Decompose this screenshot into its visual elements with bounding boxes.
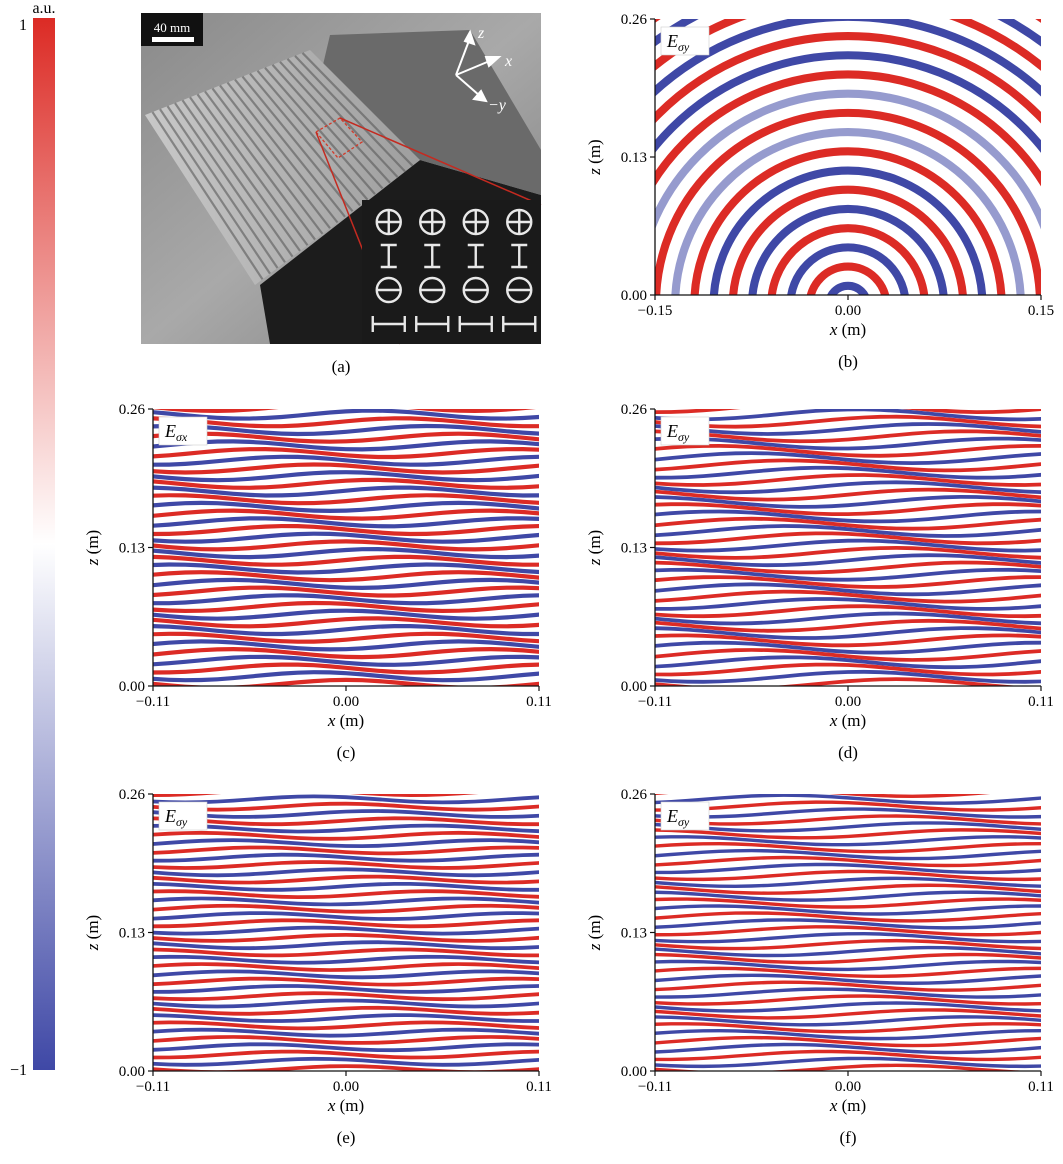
panel-label: (b) [838, 352, 858, 371]
field-map [655, 386, 1041, 691]
x-axis-label: x (m) [829, 1096, 866, 1115]
panel-label-a: (a) [332, 357, 351, 376]
field-map [153, 385, 539, 690]
inset-unit-cell-icon [507, 210, 531, 234]
y-tick-label: 0.00 [119, 1064, 145, 1080]
heatmap-panel-c: 0.000.130.26−0.11 0.00 0.11x (m)z (m)Eσx(c… [83, 385, 552, 762]
x-tick-label: −0.11 [638, 1079, 672, 1095]
y-tick-label: 0.13 [621, 926, 647, 942]
y-tick-label: 0.26 [621, 787, 648, 803]
y-tick-label: 0.00 [621, 679, 647, 695]
y-tick-label: 0.00 [621, 288, 647, 304]
y-tick-label: 0.00 [119, 679, 145, 695]
scale-bar-label: 40 mm [154, 20, 190, 35]
inset-unit-cell-icon [377, 210, 401, 234]
panel-label: (e) [337, 1128, 356, 1147]
x-tick-label: 0.11 [526, 694, 552, 710]
fringe-positive [655, 386, 1041, 400]
x-tick-label: 0.00 [835, 303, 861, 319]
field-map [655, 773, 1041, 1075]
x-tick-label: −0.11 [638, 694, 672, 710]
fringe-positive [655, 773, 1041, 784]
heatmap-panel-e: 0.000.130.26−0.11 0.00 0.11x (m)z (m)Eσy(e… [83, 773, 552, 1147]
inset-unit-cell-icon [464, 210, 488, 234]
y-tick-label: 0.00 [621, 1064, 647, 1080]
inset-unit-cell-icon [420, 210, 444, 234]
fringe-negative [153, 780, 539, 790]
fringe-negative [655, 393, 1041, 407]
panel-a-photo: 40 mm z x −y (a) [141, 13, 541, 376]
x-axis-label: x (m) [829, 320, 866, 339]
y-tick-label: 0.13 [119, 541, 145, 557]
x-tick-label: −0.11 [136, 1079, 170, 1095]
axis-x-label: x [504, 53, 512, 70]
y-axis-label: z (m) [83, 915, 102, 951]
field-map [153, 773, 539, 1074]
x-tick-label: −0.15 [638, 303, 673, 319]
panel-label: (c) [337, 743, 356, 762]
colorbar: a.u. 1 −1 [10, 0, 56, 1079]
heatmap-panel-d: 0.000.130.26−0.11 0.00 0.11x (m)z (m)Eσy(d… [585, 386, 1054, 762]
x-tick-label: 0.00 [835, 1079, 861, 1095]
colorbar-gradient [33, 18, 55, 1070]
fringe-negative [655, 780, 1041, 791]
fringe-negative [153, 393, 539, 405]
colorbar-unit: a.u. [32, 0, 55, 17]
x-tick-label: 0.00 [333, 694, 359, 710]
x-tick-label: 0.00 [333, 1079, 359, 1095]
panel-label: (f) [840, 1128, 857, 1147]
x-axis-label: x (m) [829, 711, 866, 730]
scale-bar-line [152, 37, 194, 42]
y-tick-label: 0.13 [621, 150, 647, 166]
colorbar-min-label: −1 [10, 1062, 27, 1079]
x-axis-label: x (m) [327, 1096, 364, 1115]
y-axis-label: z (m) [585, 530, 604, 566]
x-tick-label: 0.11 [1028, 1079, 1054, 1095]
panel-label: (d) [838, 743, 858, 762]
y-tick-label: 0.26 [119, 402, 146, 418]
x-axis-label: x (m) [327, 711, 364, 730]
y-tick-label: 0.13 [621, 541, 647, 557]
fringe-positive [153, 773, 539, 783]
y-axis-label: z (m) [585, 139, 604, 175]
axis-z-label: z [477, 25, 485, 42]
y-tick-label: 0.13 [119, 926, 145, 942]
x-tick-label: 0.11 [526, 1079, 552, 1095]
y-axis-label: z (m) [585, 915, 604, 951]
y-axis-label: z (m) [83, 530, 102, 566]
axis-y-label: −y [488, 97, 507, 114]
fringe-positive [153, 385, 539, 397]
heatmap-panel-f: 0.000.130.26−0.11 0.00 0.11x (m)z (m)Eσy(f… [585, 773, 1054, 1147]
x-tick-label: 0.00 [835, 694, 861, 710]
field-background [655, 19, 1041, 295]
x-tick-label: −0.11 [136, 694, 170, 710]
colorbar-max-label: 1 [19, 17, 27, 34]
x-tick-label: 0.15 [1028, 303, 1054, 319]
y-tick-label: 0.26 [621, 12, 648, 28]
y-tick-label: 0.26 [119, 787, 146, 803]
y-tick-label: 0.26 [621, 402, 648, 418]
x-tick-label: 0.11 [1028, 694, 1054, 710]
